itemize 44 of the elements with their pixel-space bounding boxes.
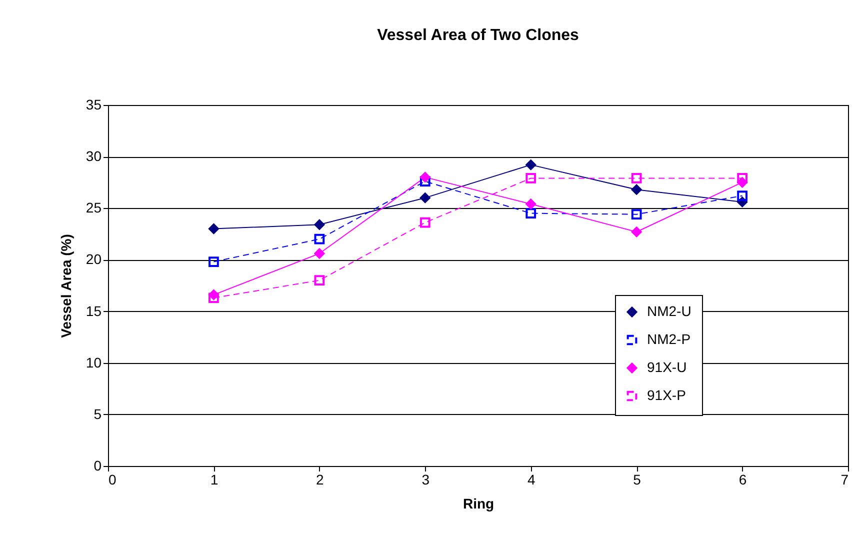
point: [420, 176, 430, 187]
point: [737, 190, 748, 201]
point: [631, 226, 642, 238]
point: [420, 192, 430, 204]
point: [526, 208, 536, 218]
x-axis-title: Ring: [462, 496, 494, 512]
legend-label: NM2-P: [647, 331, 691, 347]
y-tick-label: 15: [86, 302, 102, 319]
chart-title: Vessel Area of Two Clones: [377, 27, 580, 44]
y-tick-label: 35: [86, 96, 102, 112]
y-tick-label: 10: [86, 354, 102, 370]
x-tick-label: 6: [738, 472, 747, 488]
y-tick-label: 5: [94, 406, 102, 422]
x-tick-label: 1: [210, 472, 218, 488]
legend-label: 91X-U: [647, 359, 687, 375]
point: [526, 198, 536, 210]
y-tick-label: 0: [94, 458, 102, 474]
x-tick-label: 2: [316, 472, 324, 488]
point: [631, 173, 642, 184]
y-axis-title: Vessel Area (%): [58, 234, 74, 338]
point: [208, 224, 219, 234]
x-tick-label: 7: [840, 472, 849, 488]
point: [208, 292, 219, 304]
point: [526, 160, 536, 170]
y-tick-label: 25: [86, 200, 102, 216]
point: [631, 209, 642, 220]
point: [737, 173, 748, 184]
point: [420, 172, 430, 182]
point: [314, 219, 325, 230]
point: [526, 173, 536, 184]
point: [420, 217, 430, 228]
x-tick-label: 0: [108, 472, 116, 488]
point: [314, 248, 325, 259]
legend-label: NM2-U: [647, 303, 692, 319]
point: [314, 275, 325, 286]
legend-label: 91X-P: [647, 387, 686, 403]
x-tick-label: 5: [633, 472, 642, 488]
y-tick-label: 20: [86, 251, 102, 268]
y-tick-label: 30: [86, 148, 102, 164]
x-tick-label: 3: [422, 472, 430, 488]
point: [631, 184, 642, 195]
x-tick-label: 4: [527, 472, 536, 488]
point: [208, 256, 219, 267]
point: [314, 234, 325, 244]
